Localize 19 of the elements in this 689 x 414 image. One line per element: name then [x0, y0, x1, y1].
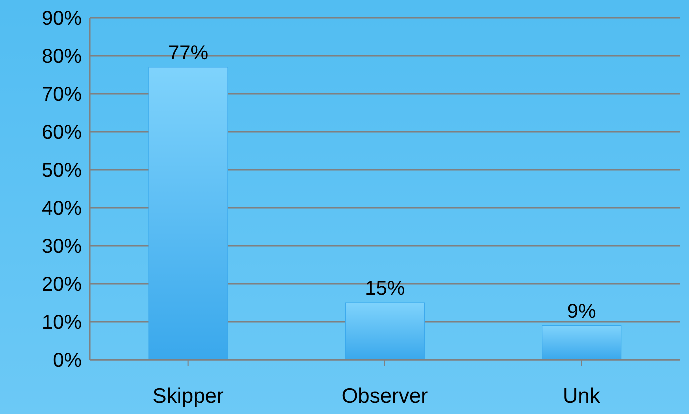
y-tick-label: 80%	[42, 46, 82, 68]
x-tick-label: Observer	[342, 384, 428, 408]
y-tick-label: 60%	[42, 122, 82, 144]
y-tick-label: 50%	[42, 160, 82, 182]
x-tick-label: Unk	[562, 384, 601, 408]
y-tick-label: 40%	[42, 198, 82, 220]
bar	[148, 67, 228, 360]
y-tick-label: 30%	[42, 236, 82, 258]
y-tick-label: 90%	[42, 8, 82, 30]
bar	[345, 302, 425, 360]
data-label: 77%	[168, 42, 209, 64]
y-tick-label: 20%	[42, 274, 82, 296]
data-label: 9%	[567, 300, 597, 323]
y-tick-label: 10%	[42, 312, 82, 334]
y-tick-label: 70%	[42, 84, 82, 106]
x-tick-label: Skipper	[152, 384, 224, 408]
y-tick-label: 0%	[53, 350, 82, 372]
data-label: 15%	[365, 278, 406, 300]
bar	[542, 326, 622, 360]
